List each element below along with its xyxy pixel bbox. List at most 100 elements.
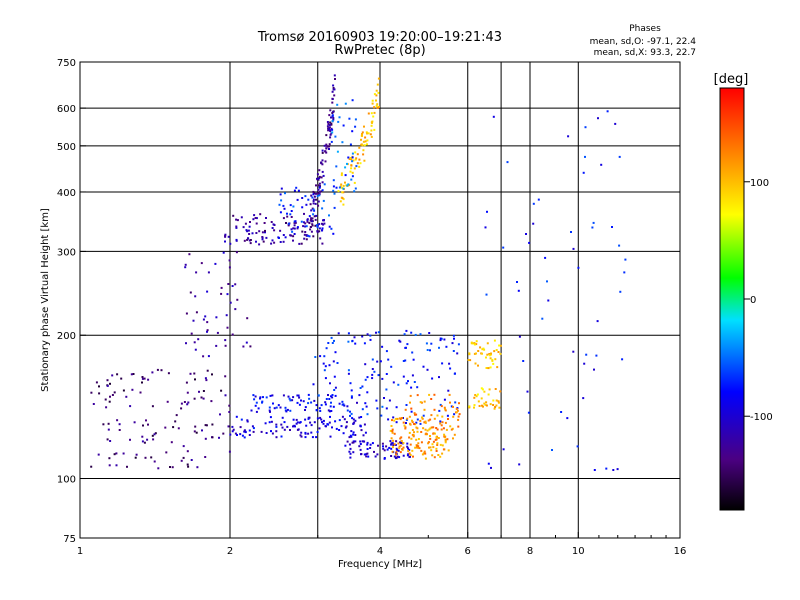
data-point <box>392 444 395 447</box>
data-point <box>204 377 207 380</box>
data-point <box>570 231 572 233</box>
data-point <box>407 447 409 450</box>
data-point <box>435 447 438 450</box>
data-point <box>280 423 283 426</box>
data-point <box>349 414 351 417</box>
data-point <box>361 131 364 134</box>
data-point <box>457 415 460 418</box>
data-point <box>371 99 374 102</box>
data-point <box>365 405 368 408</box>
data-point <box>352 431 355 434</box>
data-point <box>584 155 586 158</box>
data-point <box>252 427 255 430</box>
data-point <box>439 420 442 423</box>
data-point <box>353 167 356 170</box>
data-point <box>314 202 317 205</box>
data-point <box>411 433 414 436</box>
data-point <box>366 452 369 455</box>
data-point <box>455 408 458 410</box>
data-point <box>262 396 264 399</box>
data-point <box>377 91 380 94</box>
data-point <box>180 407 183 410</box>
data-point <box>306 218 309 221</box>
data-point <box>374 455 377 458</box>
data-point <box>366 441 369 444</box>
data-point <box>194 295 197 298</box>
data-point <box>325 398 328 400</box>
data-point <box>321 229 323 232</box>
data-point <box>621 358 624 361</box>
data-point <box>107 428 110 431</box>
data-point <box>311 196 314 199</box>
data-point <box>537 198 540 201</box>
data-point <box>182 445 185 448</box>
data-point <box>321 227 324 230</box>
data-point <box>224 339 227 342</box>
data-point <box>391 430 394 433</box>
data-point <box>453 372 456 375</box>
data-point <box>417 442 420 445</box>
data-point <box>399 437 402 440</box>
y-tick-label: 750 <box>57 58 76 69</box>
data-point <box>391 419 393 422</box>
data-point <box>125 395 128 398</box>
data-point <box>365 131 368 134</box>
data-point <box>317 193 320 196</box>
data-point <box>270 221 273 223</box>
data-point <box>321 242 324 245</box>
data-point <box>271 432 274 435</box>
data-point <box>483 402 486 405</box>
data-point <box>246 238 249 241</box>
data-point <box>304 418 307 421</box>
data-point <box>350 395 353 398</box>
data-point <box>372 115 375 118</box>
data-point <box>585 353 588 356</box>
data-point <box>180 459 183 462</box>
data-point <box>430 426 433 429</box>
data-point <box>492 399 495 402</box>
data-point <box>352 433 355 436</box>
data-point <box>327 127 330 130</box>
data-point <box>309 421 312 424</box>
data-point <box>400 440 403 442</box>
data-point <box>415 413 418 416</box>
data-point <box>300 431 303 434</box>
data-point <box>229 433 232 436</box>
data-point <box>322 199 325 202</box>
data-point <box>351 160 354 163</box>
data-point <box>113 453 116 456</box>
data-point <box>413 431 415 434</box>
data-point <box>353 336 356 339</box>
data-point <box>319 190 322 193</box>
data-point <box>317 184 320 187</box>
y-tick-label: 400 <box>57 188 76 199</box>
data-point <box>417 438 420 440</box>
data-point <box>395 450 398 453</box>
data-point <box>320 404 323 407</box>
data-point <box>234 432 237 435</box>
data-point <box>395 421 398 424</box>
data-point <box>204 456 207 458</box>
data-point <box>259 397 261 400</box>
data-point <box>336 103 339 106</box>
x-tick-label: 8 <box>527 546 533 557</box>
data-point <box>381 442 384 445</box>
data-point <box>341 415 344 418</box>
data-point <box>576 445 579 448</box>
data-point <box>410 386 413 389</box>
data-point <box>308 215 311 218</box>
data-point <box>347 183 350 186</box>
data-point <box>151 371 154 374</box>
data-point <box>273 224 276 226</box>
data-point <box>332 117 335 119</box>
data-point <box>310 401 313 404</box>
data-point <box>334 78 336 80</box>
data-point <box>391 450 394 453</box>
data-point <box>435 427 438 429</box>
data-point <box>286 408 289 411</box>
data-point <box>352 159 355 162</box>
data-point <box>352 418 355 421</box>
data-point <box>313 399 316 402</box>
data-point <box>270 242 273 245</box>
data-point <box>279 211 282 214</box>
